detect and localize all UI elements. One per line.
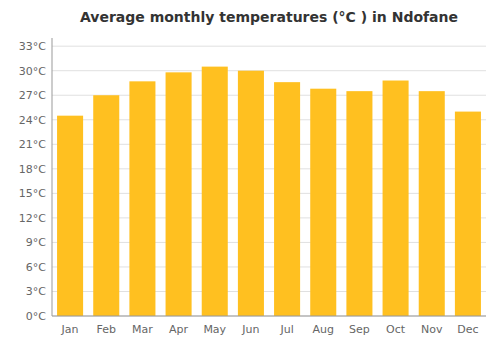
y-tick-label: 30°C bbox=[19, 65, 46, 78]
bar bbox=[93, 95, 119, 316]
y-tick-label: 27°C bbox=[19, 89, 46, 102]
y-tick-label: 12°C bbox=[19, 212, 46, 225]
x-tick-label: Apr bbox=[169, 323, 189, 336]
x-tick-label: Mar bbox=[132, 323, 153, 336]
x-tick-label: Dec bbox=[457, 323, 478, 336]
x-tick-labels: Jan Feb Mar Apr May Jun Jul Aug Sep Oct Nov Dec bbox=[61, 323, 479, 336]
bar bbox=[419, 91, 445, 316]
chart-container: Average monthly temperatures (°C ) in Nd… bbox=[0, 0, 500, 350]
grid-line bbox=[52, 316, 486, 317]
bar bbox=[274, 82, 300, 316]
x-tick-label: Jun bbox=[241, 323, 259, 336]
bar bbox=[129, 81, 155, 316]
x-tick-label: Feb bbox=[97, 323, 116, 336]
chart-svg: Average monthly temperatures (°C ) in Nd… bbox=[0, 0, 500, 350]
grid-line bbox=[52, 70, 486, 71]
bars bbox=[57, 67, 481, 316]
y-tick-labels: 0°C 3°C 6°C 9°C 12°C 15°C 18°C 21°C 24°C 27°C 30°C… bbox=[19, 40, 46, 323]
y-tick-label: 15°C bbox=[19, 187, 46, 200]
y-tick-label: 24°C bbox=[19, 114, 46, 127]
x-tick-label: Sep bbox=[349, 323, 370, 336]
grid bbox=[52, 46, 486, 316]
x-tick-label: Jul bbox=[279, 323, 293, 336]
x-tick-label: Nov bbox=[421, 323, 443, 336]
bar bbox=[166, 72, 192, 316]
y-tick-label: 3°C bbox=[26, 285, 46, 298]
bar bbox=[202, 67, 228, 316]
bar bbox=[57, 116, 83, 316]
page: {"chart_data": {"type": "bar", "title": … bbox=[0, 0, 500, 350]
bar bbox=[346, 91, 372, 316]
y-tick-label: 21°C bbox=[19, 138, 46, 151]
y-tick-label: 9°C bbox=[26, 236, 46, 249]
x-axis-line bbox=[52, 316, 486, 317]
bar bbox=[238, 71, 264, 316]
x-tick-label: Jan bbox=[61, 323, 79, 336]
bar bbox=[383, 81, 409, 316]
y-tick-label: 6°C bbox=[26, 261, 46, 274]
x-tick-label: Aug bbox=[313, 323, 334, 336]
bar bbox=[310, 89, 336, 316]
y-axis-line bbox=[52, 38, 53, 316]
y-tick-label: 33°C bbox=[19, 40, 46, 53]
bar bbox=[455, 112, 481, 316]
chart-title: Average monthly temperatures (°C ) in Nd… bbox=[80, 9, 458, 25]
x-tick-label: Oct bbox=[386, 323, 406, 336]
y-tick-label: 0°C bbox=[26, 310, 46, 323]
x-tick-label: May bbox=[203, 323, 226, 336]
y-tick-label: 18°C bbox=[19, 163, 46, 176]
grid-line bbox=[52, 46, 486, 47]
